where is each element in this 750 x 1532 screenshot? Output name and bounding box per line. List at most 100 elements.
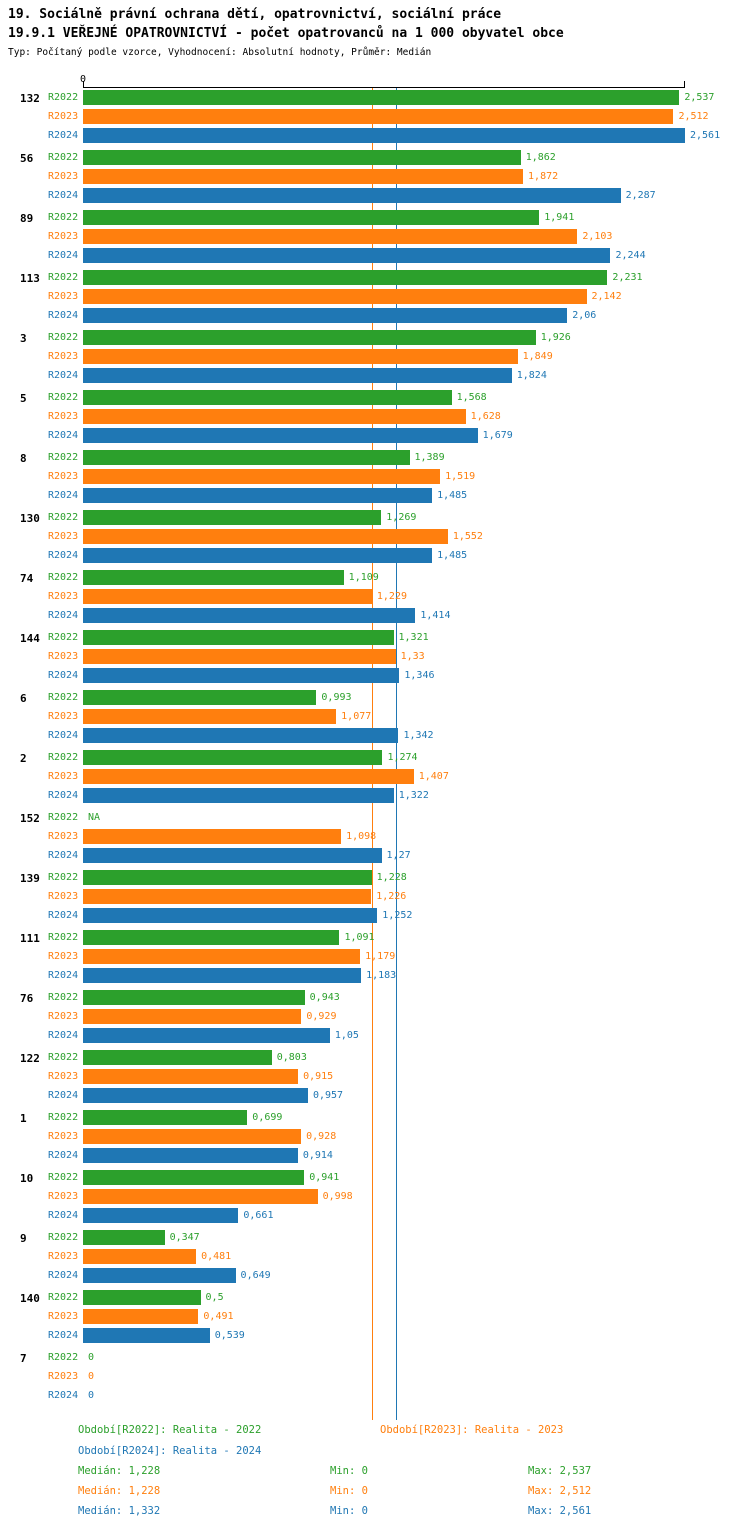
- bar-r2024: [83, 1148, 298, 1163]
- series-label: R2024: [48, 670, 79, 681]
- series-label: R2022: [48, 512, 79, 523]
- bar-row: R2024 2,287: [0, 188, 750, 203]
- bar-row: R2023 1,229: [0, 589, 750, 604]
- value-label: 1,568: [456, 392, 487, 403]
- bar-r2024: [83, 1208, 239, 1223]
- legend-item-r2022: Období[R2022]: Realita - 2022: [78, 1424, 262, 1436]
- series-label: R2023: [48, 711, 79, 722]
- series-label: R2022: [48, 332, 79, 343]
- bar-r2023: [83, 589, 372, 604]
- value-label: NA: [88, 812, 101, 823]
- series-label: R2023: [48, 531, 79, 542]
- bar-row: R2022 1,109: [0, 570, 750, 585]
- value-label: 0,998: [322, 1191, 353, 1202]
- series-label: R2022: [48, 1292, 79, 1303]
- bar-row: R2023 1,077: [0, 709, 750, 724]
- bar-row: R2022 1,862: [0, 150, 750, 165]
- bar-group: 10 R2022 0,941 R2023 0,998 R2024 0,661: [0, 1170, 750, 1223]
- series-label: R2024: [48, 130, 79, 141]
- series-label: R2024: [48, 970, 79, 981]
- group-label: 130: [20, 512, 40, 525]
- series-label: R2023: [48, 111, 79, 122]
- value-label: 1,229: [376, 591, 407, 602]
- value-label: 2,231: [612, 272, 643, 283]
- stat-max-r2024: Max: 2,561: [528, 1505, 592, 1517]
- bar-r2022: [83, 750, 383, 765]
- bar-r2023: [83, 529, 448, 544]
- bar-row: R2023 1,552: [0, 529, 750, 544]
- bar-r2023: [83, 469, 441, 484]
- value-label: 1,346: [404, 670, 435, 681]
- value-label: 1,941: [544, 212, 575, 223]
- legend-item-r2023: Období[R2023]: Realita - 2023: [380, 1424, 564, 1436]
- bar-row: R2023 1,628: [0, 409, 750, 424]
- group-label: 3: [20, 332, 27, 345]
- bar-row: R2022 0,993: [0, 690, 750, 705]
- group-label: 5: [20, 392, 27, 405]
- bar-r2023: [83, 169, 524, 184]
- group-label: 76: [20, 992, 34, 1005]
- value-label: 0,5: [205, 1292, 224, 1303]
- series-label: R2023: [48, 831, 79, 842]
- group-label: 2: [20, 752, 27, 765]
- series-label: R2022: [48, 1232, 79, 1243]
- value-label: 1,05: [334, 1030, 359, 1041]
- series-label: R2023: [48, 651, 79, 662]
- bar-r2022: [83, 630, 394, 645]
- stat-median-r2022: Medián: 1,228: [78, 1465, 161, 1477]
- group-label: 140: [20, 1292, 40, 1305]
- report-header: 19. Sociálně právní ochrana dětí, opatro…: [8, 5, 564, 58]
- bar-row: R2022 NA: [0, 810, 750, 825]
- series-label: R2022: [48, 1352, 79, 1363]
- series-label: R2023: [48, 1251, 79, 1262]
- series-label: R2022: [48, 572, 79, 583]
- legend-item-r2024: Období[R2024]: Realita - 2024: [78, 1445, 262, 1457]
- series-label: R2023: [48, 1311, 79, 1322]
- value-label: 0,928: [306, 1131, 337, 1142]
- series-label: R2023: [48, 231, 79, 242]
- bar-row: R2023 2,512: [0, 109, 750, 124]
- bar-r2022: [83, 870, 372, 885]
- bar-row: R2022 1,269: [0, 510, 750, 525]
- value-label: 0: [88, 1352, 95, 1363]
- series-label: R2024: [48, 370, 79, 381]
- value-label: 1,407: [418, 771, 449, 782]
- series-label: R2024: [48, 1030, 79, 1041]
- stat-min-r2023: Min: 0: [330, 1485, 368, 1497]
- bar-group: 1 R2022 0,699 R2023 0,928 R2024 0,914: [0, 1110, 750, 1163]
- series-label: R2023: [48, 771, 79, 782]
- bar-row: R2022 1,274: [0, 750, 750, 765]
- bar-r2022: [83, 1110, 248, 1125]
- series-label: R2022: [48, 1112, 79, 1123]
- bar-r2024: [83, 488, 433, 503]
- stat-min-r2022: Min: 0: [330, 1465, 368, 1477]
- bar-row: R2022 0,699: [0, 1110, 750, 1125]
- series-label: R2022: [48, 692, 79, 703]
- bar-r2022: [83, 1290, 201, 1305]
- bar-r2022: [83, 990, 305, 1005]
- bar-row: R2023 2,103: [0, 229, 750, 244]
- bar-group: 130 R2022 1,269 R2023 1,552 R2024 1,485: [0, 510, 750, 563]
- value-label: 0,941: [309, 1172, 340, 1183]
- bar-r2024: [83, 428, 478, 443]
- value-label: 2,287: [625, 190, 656, 201]
- series-label: R2023: [48, 891, 79, 902]
- bar-r2024: [83, 1268, 236, 1283]
- series-label: R2022: [48, 1172, 79, 1183]
- value-label: 1,485: [437, 550, 468, 561]
- value-label: 0,539: [214, 1330, 245, 1341]
- bar-chart: 132 R2022 2,537 R2023 2,512 R2024 2,561 56 R2022…: [0, 90, 750, 1410]
- value-label: 1,414: [420, 610, 451, 621]
- bar-row: R2022 1,926: [0, 330, 750, 345]
- value-label: 2,142: [591, 291, 622, 302]
- value-label: 1,27: [386, 850, 411, 861]
- series-label: R2023: [48, 951, 79, 962]
- bar-group: 7 R2022 0 R2023 0 R2024 0: [0, 1350, 750, 1403]
- value-label: 0,491: [203, 1311, 234, 1322]
- group-label: 74: [20, 572, 34, 585]
- value-label: 1,269: [386, 512, 417, 523]
- bar-row: R2024 1,05: [0, 1028, 750, 1043]
- series-label: R2024: [48, 1330, 79, 1341]
- bar-row: R2022 1,091: [0, 930, 750, 945]
- series-label: R2024: [48, 1090, 79, 1101]
